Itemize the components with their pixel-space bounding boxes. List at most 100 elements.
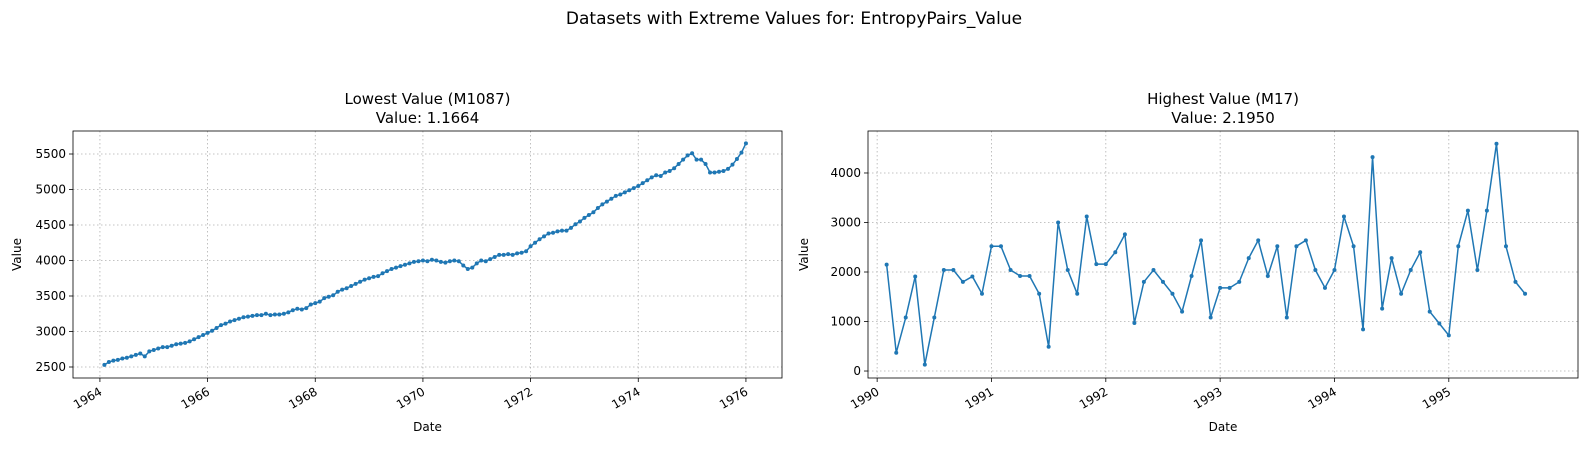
data-point: [970, 274, 975, 279]
data-point: [420, 258, 425, 263]
data-point: [654, 173, 659, 178]
y-tick-label: 4000: [35, 253, 66, 267]
data-point: [712, 170, 717, 175]
data-point: [308, 302, 313, 307]
data-point: [1180, 309, 1185, 314]
data-point: [470, 265, 475, 270]
data-point: [591, 210, 596, 215]
data-point: [236, 316, 241, 321]
data-point: [586, 213, 591, 218]
data-point: [979, 291, 984, 296]
data-point: [1456, 244, 1461, 249]
chart-title: Lowest Value (M1087): [344, 90, 510, 108]
y-tick-label: 4500: [35, 218, 66, 232]
data-point: [322, 296, 327, 301]
data-point: [174, 342, 179, 347]
data-point: [452, 258, 457, 263]
data-point: [1503, 244, 1508, 249]
data-point: [663, 170, 668, 175]
data-point: [1313, 268, 1318, 273]
data-point: [1446, 333, 1451, 338]
data-point: [676, 161, 681, 166]
data-point: [1389, 256, 1394, 261]
data-point: [1246, 256, 1251, 261]
y-tick-label: 0: [853, 364, 861, 378]
data-point: [402, 262, 407, 267]
data-point: [1027, 273, 1032, 278]
data-point: [1523, 291, 1528, 296]
data-point: [519, 250, 524, 255]
data-point: [1303, 238, 1308, 243]
data-point: [438, 259, 443, 264]
data-point: [730, 162, 735, 167]
data-point: [1370, 155, 1375, 160]
data-point: [111, 358, 116, 363]
data-point: [156, 346, 161, 351]
data-point: [380, 271, 385, 276]
x-tick-label: 1990: [848, 384, 881, 411]
data-point: [259, 313, 264, 318]
data-point: [1103, 262, 1108, 267]
x-tick-label: 1970: [394, 384, 427, 411]
data-point: [932, 315, 937, 320]
data-point: [106, 360, 111, 365]
data-point: [613, 193, 618, 198]
data-point: [690, 151, 695, 156]
data-point: [533, 240, 538, 245]
data-point: [447, 259, 452, 264]
data-point: [667, 169, 672, 174]
data-point: [600, 202, 605, 207]
data-point: [894, 350, 899, 355]
data-point: [913, 274, 918, 279]
data-point: [609, 196, 614, 201]
x-tick-label: 1976: [717, 384, 750, 411]
data-point: [232, 318, 237, 323]
data-point: [102, 362, 107, 367]
data-point: [989, 244, 994, 249]
data-point: [1322, 285, 1327, 290]
data-point: [1361, 327, 1366, 332]
data-point: [210, 328, 215, 333]
data-point: [1208, 315, 1213, 320]
x-tick-label: 1974: [609, 384, 642, 411]
data-point: [506, 252, 511, 257]
data-point: [196, 335, 201, 340]
data-point: [138, 351, 143, 356]
data-point: [313, 301, 318, 306]
data-point: [497, 252, 502, 257]
data-point: [595, 205, 600, 210]
data-point: [1122, 232, 1127, 237]
data-point: [501, 252, 506, 257]
data-point: [245, 314, 250, 319]
data-point: [739, 150, 744, 155]
y-tick-label: 5000: [35, 183, 66, 197]
data-point: [1275, 244, 1280, 249]
data-point: [1294, 244, 1299, 249]
data-point: [169, 343, 174, 348]
data-point: [1418, 250, 1423, 255]
y-axis-label: Value: [797, 238, 811, 271]
data-point: [272, 312, 277, 317]
data-point: [1494, 141, 1499, 146]
data-point: [1094, 262, 1099, 267]
data-point: [165, 345, 170, 350]
data-point: [1189, 273, 1194, 278]
data-point: [631, 186, 636, 191]
data-point: [254, 313, 259, 318]
data-point: [407, 261, 412, 266]
x-tick-label: 1994: [1306, 384, 1339, 411]
data-point: [1141, 279, 1146, 284]
data-point: [1018, 273, 1023, 278]
data-point: [183, 340, 188, 345]
data-point: [1465, 208, 1470, 213]
y-tick-label: 3000: [830, 215, 861, 229]
data-point: [1284, 315, 1289, 320]
data-point: [492, 254, 497, 259]
data-point: [219, 323, 224, 328]
data-point: [1237, 279, 1242, 284]
data-point: [922, 362, 927, 367]
series-line: [885, 143, 1526, 365]
data-point: [604, 199, 609, 204]
data-point: [1037, 291, 1042, 296]
data-point: [622, 190, 627, 195]
